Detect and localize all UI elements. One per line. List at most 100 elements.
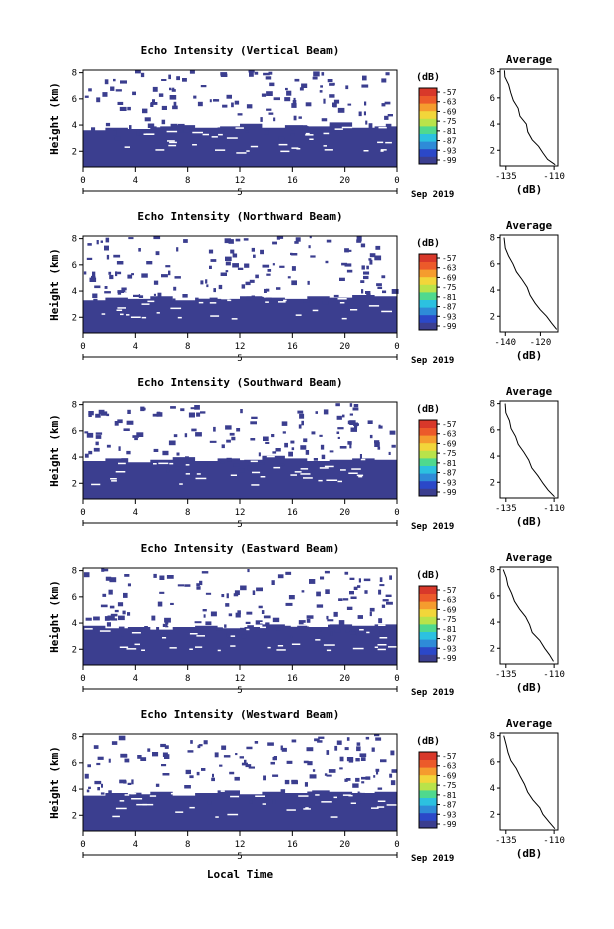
echo-speckle	[164, 617, 171, 623]
echo-speckle	[246, 611, 253, 615]
echo-speckle	[291, 779, 298, 782]
echo-speckle	[94, 780, 102, 785]
x-tick-label: 20	[339, 508, 350, 518]
echo-gap	[377, 800, 386, 802]
colorbar-segment	[419, 790, 437, 798]
panel-1: Echo Intensity (Northward Beam) 2 4 6 8 Heigh…	[48, 210, 559, 366]
echo-gap	[377, 648, 386, 651]
panel-title: Echo Intensity (Westward Beam)	[141, 708, 340, 721]
echo-speckle	[365, 291, 371, 294]
echo-speckle	[317, 129, 322, 133]
echo-speckle	[305, 137, 312, 141]
echo-speckle	[174, 276, 181, 279]
echo-speckle	[389, 773, 393, 778]
x-tick-label: 20	[339, 176, 350, 186]
echo-gap	[230, 635, 236, 637]
y-axis-label: Height (km)	[48, 82, 61, 155]
echo-gap	[125, 290, 135, 292]
echo-speckle	[199, 580, 203, 586]
colorbar-segment	[419, 639, 437, 648]
average-y-tick-label: 2	[490, 478, 495, 488]
echo-gap	[385, 141, 392, 144]
echo-speckle	[338, 620, 345, 625]
echo-speckle	[365, 120, 368, 125]
average-title: Average	[506, 717, 553, 730]
colorbar-segment	[419, 261, 437, 270]
echo-gap	[257, 788, 267, 790]
echo-speckle	[277, 574, 284, 579]
colorbar-segment	[419, 767, 437, 776]
echo-speckle	[147, 301, 155, 306]
echo-speckle	[171, 89, 176, 92]
colorbar-segment	[419, 654, 437, 663]
echo-speckle	[105, 576, 112, 581]
echo-speckle	[108, 615, 115, 621]
echo-speckle	[347, 103, 352, 106]
average-y-tick-label: 2	[490, 146, 495, 156]
echo-gap	[341, 126, 353, 129]
x-tick-label: 0	[394, 674, 399, 684]
echo-speckle	[324, 570, 330, 574]
echo-gap	[334, 128, 343, 130]
echo-speckle	[140, 631, 146, 635]
echo-gap	[111, 480, 117, 482]
echo-gap	[116, 788, 121, 791]
colorbar-segment	[419, 322, 437, 331]
echo-gap	[366, 631, 370, 634]
colorbar-segment	[419, 95, 437, 104]
echo-speckle	[86, 789, 90, 793]
echo-speckle	[369, 611, 372, 617]
echo-speckle	[379, 584, 385, 587]
echo-speckle	[245, 281, 251, 286]
echo-speckle	[221, 745, 227, 750]
echo-gap	[110, 478, 117, 480]
echo-speckle	[361, 84, 369, 88]
echo-speckle	[184, 584, 191, 587]
echo-gap	[118, 462, 126, 465]
echo-gap	[260, 622, 266, 624]
echo-speckle	[375, 245, 381, 250]
echo-speckle	[317, 740, 323, 743]
echo-speckle	[303, 760, 309, 764]
echo-speckle	[101, 783, 103, 788]
colorbar-tick-label: -57	[442, 752, 457, 761]
echo-speckle	[350, 427, 357, 432]
x-tick-label: 0	[80, 176, 85, 186]
average-y-tick-label: 8	[490, 68, 495, 78]
echo-speckle	[166, 468, 170, 473]
echo-speckle	[244, 263, 250, 268]
x-tick-label: 4	[133, 674, 138, 684]
echo-speckle	[184, 459, 191, 462]
colorbar-segment	[419, 314, 437, 323]
echo-speckle	[203, 614, 206, 618]
echo-speckle	[104, 245, 109, 251]
echo-speckle	[237, 113, 243, 116]
echo-speckle	[363, 578, 371, 582]
colorbar-segment	[419, 465, 437, 474]
echo-speckle	[220, 461, 225, 464]
average-frame	[499, 400, 559, 499]
echo-speckle	[185, 769, 191, 775]
colorbar-segment	[419, 284, 437, 293]
echo-speckle	[161, 119, 166, 125]
colorbar-tick-label: -63	[442, 430, 457, 439]
echo-speckle	[96, 240, 99, 245]
echo-speckle	[117, 602, 124, 607]
colorbar-segment	[419, 458, 437, 466]
echo-speckle	[350, 799, 354, 803]
echo-speckle	[349, 444, 352, 449]
echo-speckle	[188, 412, 195, 418]
echo-speckle	[225, 425, 232, 430]
panel-0: Echo Intensity (Vertical Beam) 2 4 6 8 Height…	[48, 44, 565, 200]
echo-speckle	[291, 447, 295, 451]
echo-speckle	[210, 611, 217, 617]
echo-speckle	[197, 745, 201, 749]
colorbar-tick-label: -81	[442, 459, 457, 468]
echo-speckle	[293, 115, 297, 121]
echo-gap	[290, 625, 298, 627]
echo-gap	[91, 483, 101, 486]
echo-speckle	[276, 287, 281, 290]
echo-speckle	[364, 590, 368, 594]
echo-speckle	[270, 761, 275, 765]
echo-gap	[365, 624, 372, 626]
